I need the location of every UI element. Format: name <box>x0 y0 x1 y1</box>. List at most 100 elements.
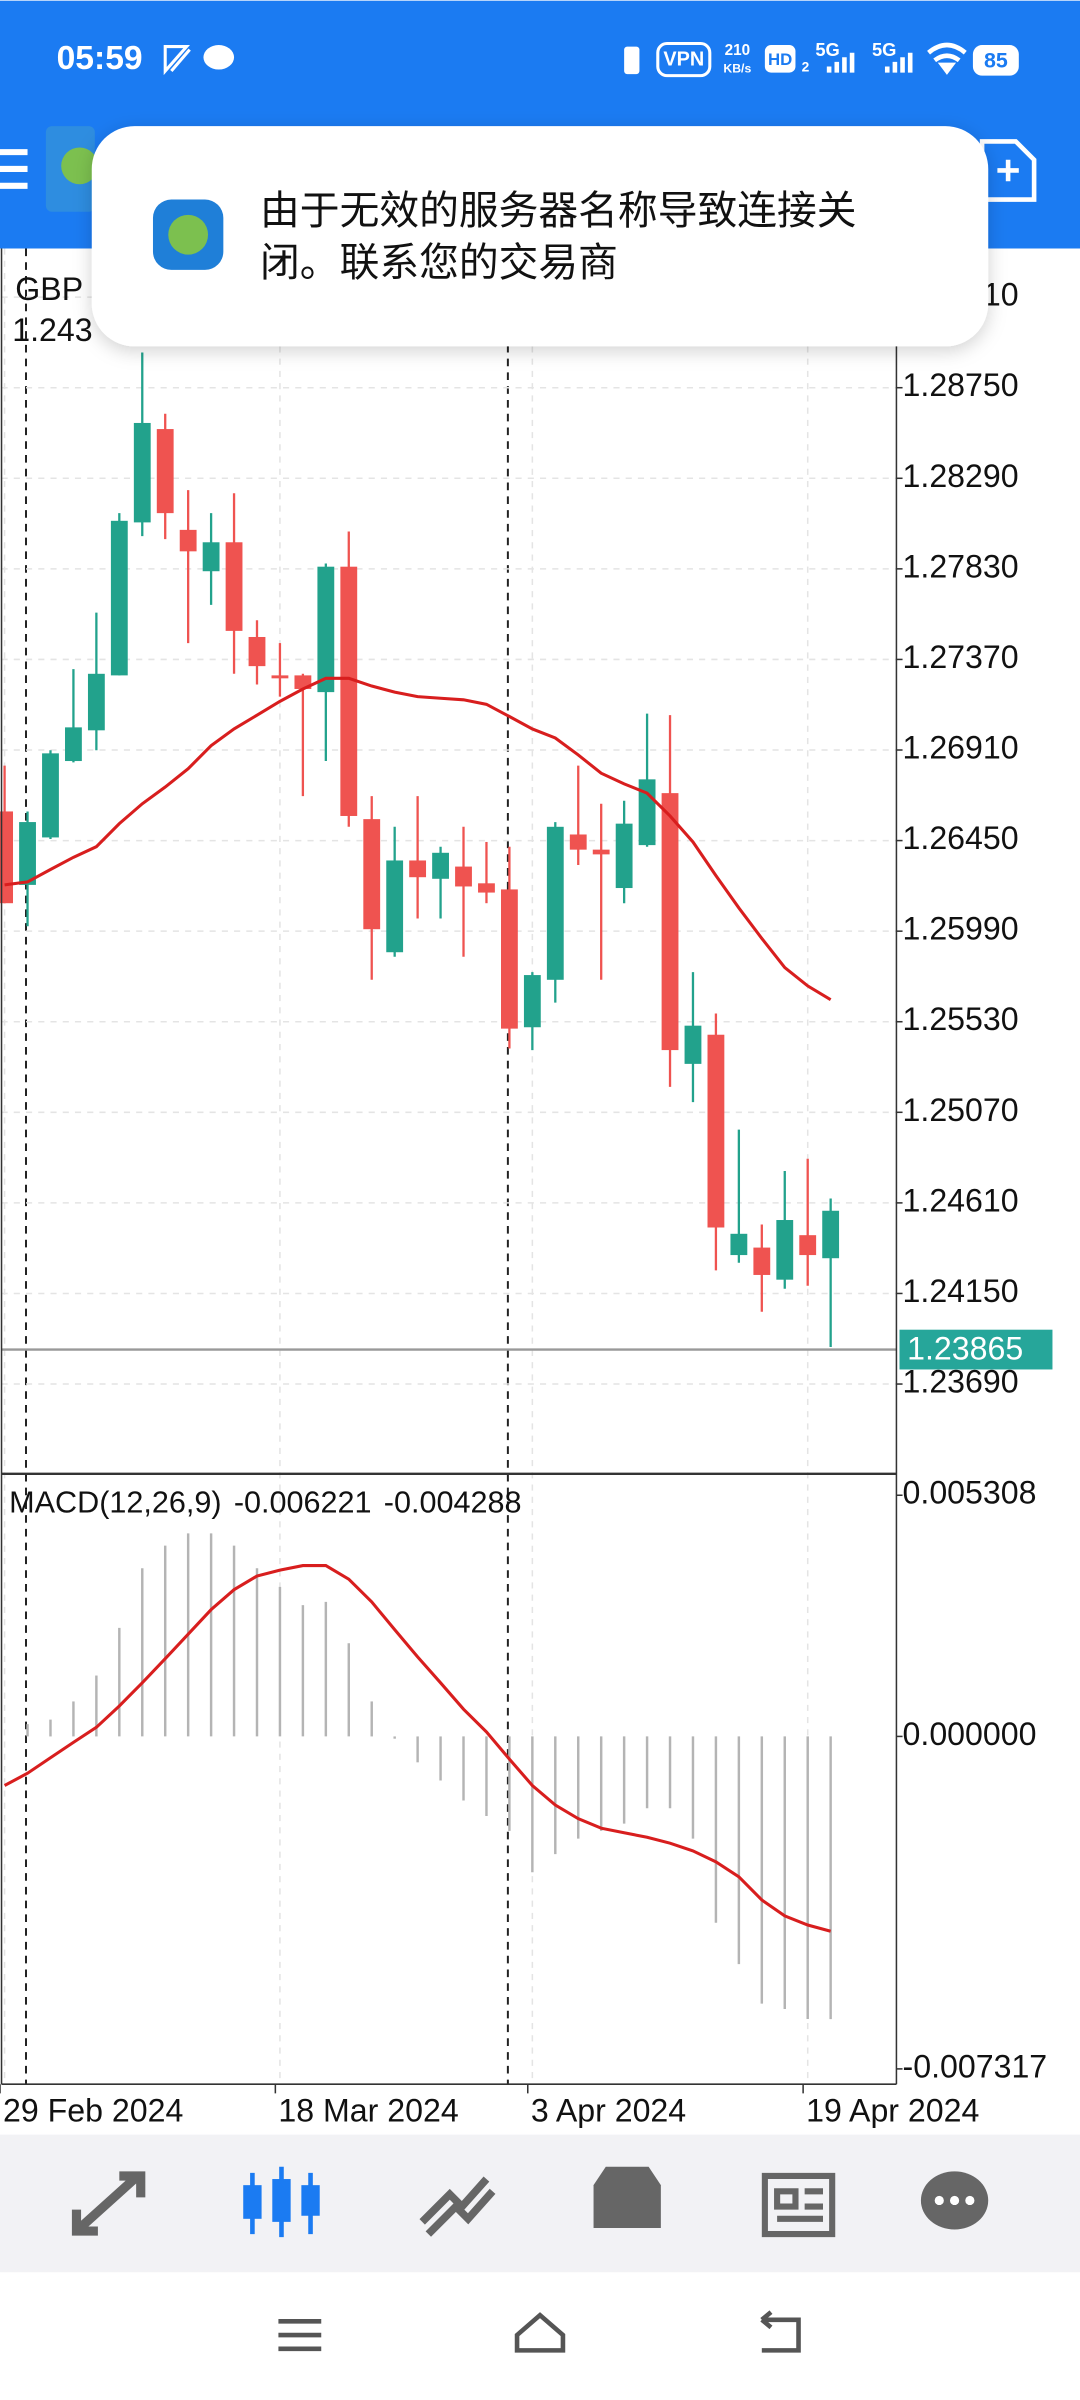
candle-body <box>455 866 472 887</box>
candle-body <box>248 636 266 667</box>
indicator-value: MACD(12,26,9) <box>9 1485 221 1519</box>
candle-body <box>730 1233 748 1256</box>
last-price-box <box>899 1329 1053 1370</box>
y-tick-label: 1.25530 <box>903 1001 1019 1037</box>
nav-quotes[interactable] <box>71 2171 146 2236</box>
y-tick-label: -0.007317 <box>903 2048 1048 2084</box>
hd-box <box>764 45 796 73</box>
status-icon <box>163 45 191 76</box>
candle-body <box>156 429 174 514</box>
signal-icon <box>826 52 855 73</box>
system-nav <box>0 2272 1080 2400</box>
candle-body <box>386 860 404 953</box>
wifi-icon <box>927 42 967 75</box>
candle-body <box>19 822 36 885</box>
signal-icon <box>884 52 913 73</box>
candle-body <box>753 1247 771 1275</box>
indicator-value: -0.004288 <box>384 1485 522 1519</box>
y-tick-label: 1.27830 <box>903 548 1019 584</box>
symbol: GBP <box>15 271 83 307</box>
network: 5G <box>872 39 896 60</box>
y-tick-label: 1.26450 <box>903 820 1019 856</box>
battery: 85 <box>984 49 1008 73</box>
candle-body <box>523 975 541 1028</box>
nav-chart-body <box>301 2185 320 2216</box>
x-tick-label: 19 Apr 2024 <box>806 2093 979 2129</box>
notification-text: 由于无效的服务器名称导致连接关 <box>260 189 856 233</box>
nav-chart-body <box>243 2185 262 2219</box>
bottom-nav <box>0 2134 1080 2273</box>
candle-body <box>432 852 449 879</box>
y-tick-label: 1.28750 <box>903 367 1019 403</box>
candle-body <box>340 566 358 816</box>
back-button[interactable] <box>760 2310 801 2353</box>
candle-body <box>179 529 197 552</box>
x-tick-label: 18 Mar 2024 <box>278 2093 458 2129</box>
candle-body <box>271 675 289 679</box>
x-tick-label: 3 Apr 2024 <box>531 2093 686 2129</box>
nav-trade[interactable] <box>419 2176 496 2237</box>
net-speed: 210 <box>725 42 751 59</box>
y-tick-label: 1.26910 <box>903 729 1019 765</box>
message-icon <box>203 45 235 70</box>
chart-background <box>0 248 1080 2135</box>
notification-icon-mark <box>168 214 209 255</box>
y-tick-label: 1.28290 <box>903 458 1019 494</box>
candle-body <box>87 673 105 731</box>
nav-chat-dot <box>949 2195 960 2206</box>
y-tick-label: 0.000000 <box>903 1716 1037 1752</box>
net-speed-unit: KB/s <box>723 62 751 76</box>
candle-body <box>202 542 220 572</box>
candle-body <box>42 753 59 838</box>
indicator-label: MACD(12,26,9) -0.006221 -0.004288 <box>9 1485 521 1519</box>
vpn: VPN <box>663 49 704 71</box>
indicator-value: -0.006221 <box>234 1485 372 1519</box>
chart: 1.292101.287501.282901.278301.273701.269… <box>0 248 1053 2129</box>
candle-body <box>569 834 587 850</box>
candle-body <box>225 542 243 631</box>
battery-box <box>972 45 1019 76</box>
vibrate-icon <box>624 46 640 75</box>
candle-body <box>684 1025 702 1064</box>
nav-history[interactable] <box>593 2166 661 2228</box>
symbol-price: 1.243 <box>12 312 92 348</box>
recents-button[interactable] <box>278 2319 322 2352</box>
clock: 05:59 <box>57 40 143 77</box>
candle-body <box>478 883 495 893</box>
y-tick-label: 1.25070 <box>903 1092 1019 1128</box>
candle-body <box>799 1235 817 1256</box>
candle-body <box>776 1220 794 1280</box>
candle-body <box>546 826 564 980</box>
nav-chart[interactable] <box>243 2166 320 2238</box>
vpn-box <box>656 41 712 78</box>
y-tick-label: 1.25990 <box>903 911 1019 947</box>
candle-body <box>363 819 381 930</box>
network: 5G <box>815 39 839 60</box>
candle-body <box>615 823 633 889</box>
nav-chart-body <box>272 2179 291 2222</box>
candle-body <box>133 422 151 523</box>
candle-body <box>707 1034 725 1228</box>
app-logo-mark <box>61 147 98 185</box>
candle-body <box>0 811 14 904</box>
notification-text: 闭。联系您的交易商 <box>260 241 618 285</box>
candle-body <box>409 860 427 878</box>
nav-news[interactable] <box>761 2172 836 2238</box>
candle-body <box>110 520 128 676</box>
candle-body <box>592 849 610 855</box>
moving-average <box>4 676 832 1001</box>
hd-sub: 2 <box>802 60 810 75</box>
home-button[interactable] <box>514 2312 566 2353</box>
hd: HD <box>768 50 792 69</box>
candle-body <box>822 1210 840 1259</box>
menu-button[interactable] <box>0 149 28 189</box>
notification-card[interactable] <box>91 126 989 347</box>
candle-body <box>317 566 335 693</box>
y-tick-label: 1.27370 <box>903 639 1019 675</box>
nav-chat-dot <box>934 2195 944 2206</box>
x-tick-label: 29 Feb 2024 <box>3 2093 183 2129</box>
candle-body <box>65 727 82 762</box>
y-tick-label: 1.24150 <box>903 1273 1019 1309</box>
